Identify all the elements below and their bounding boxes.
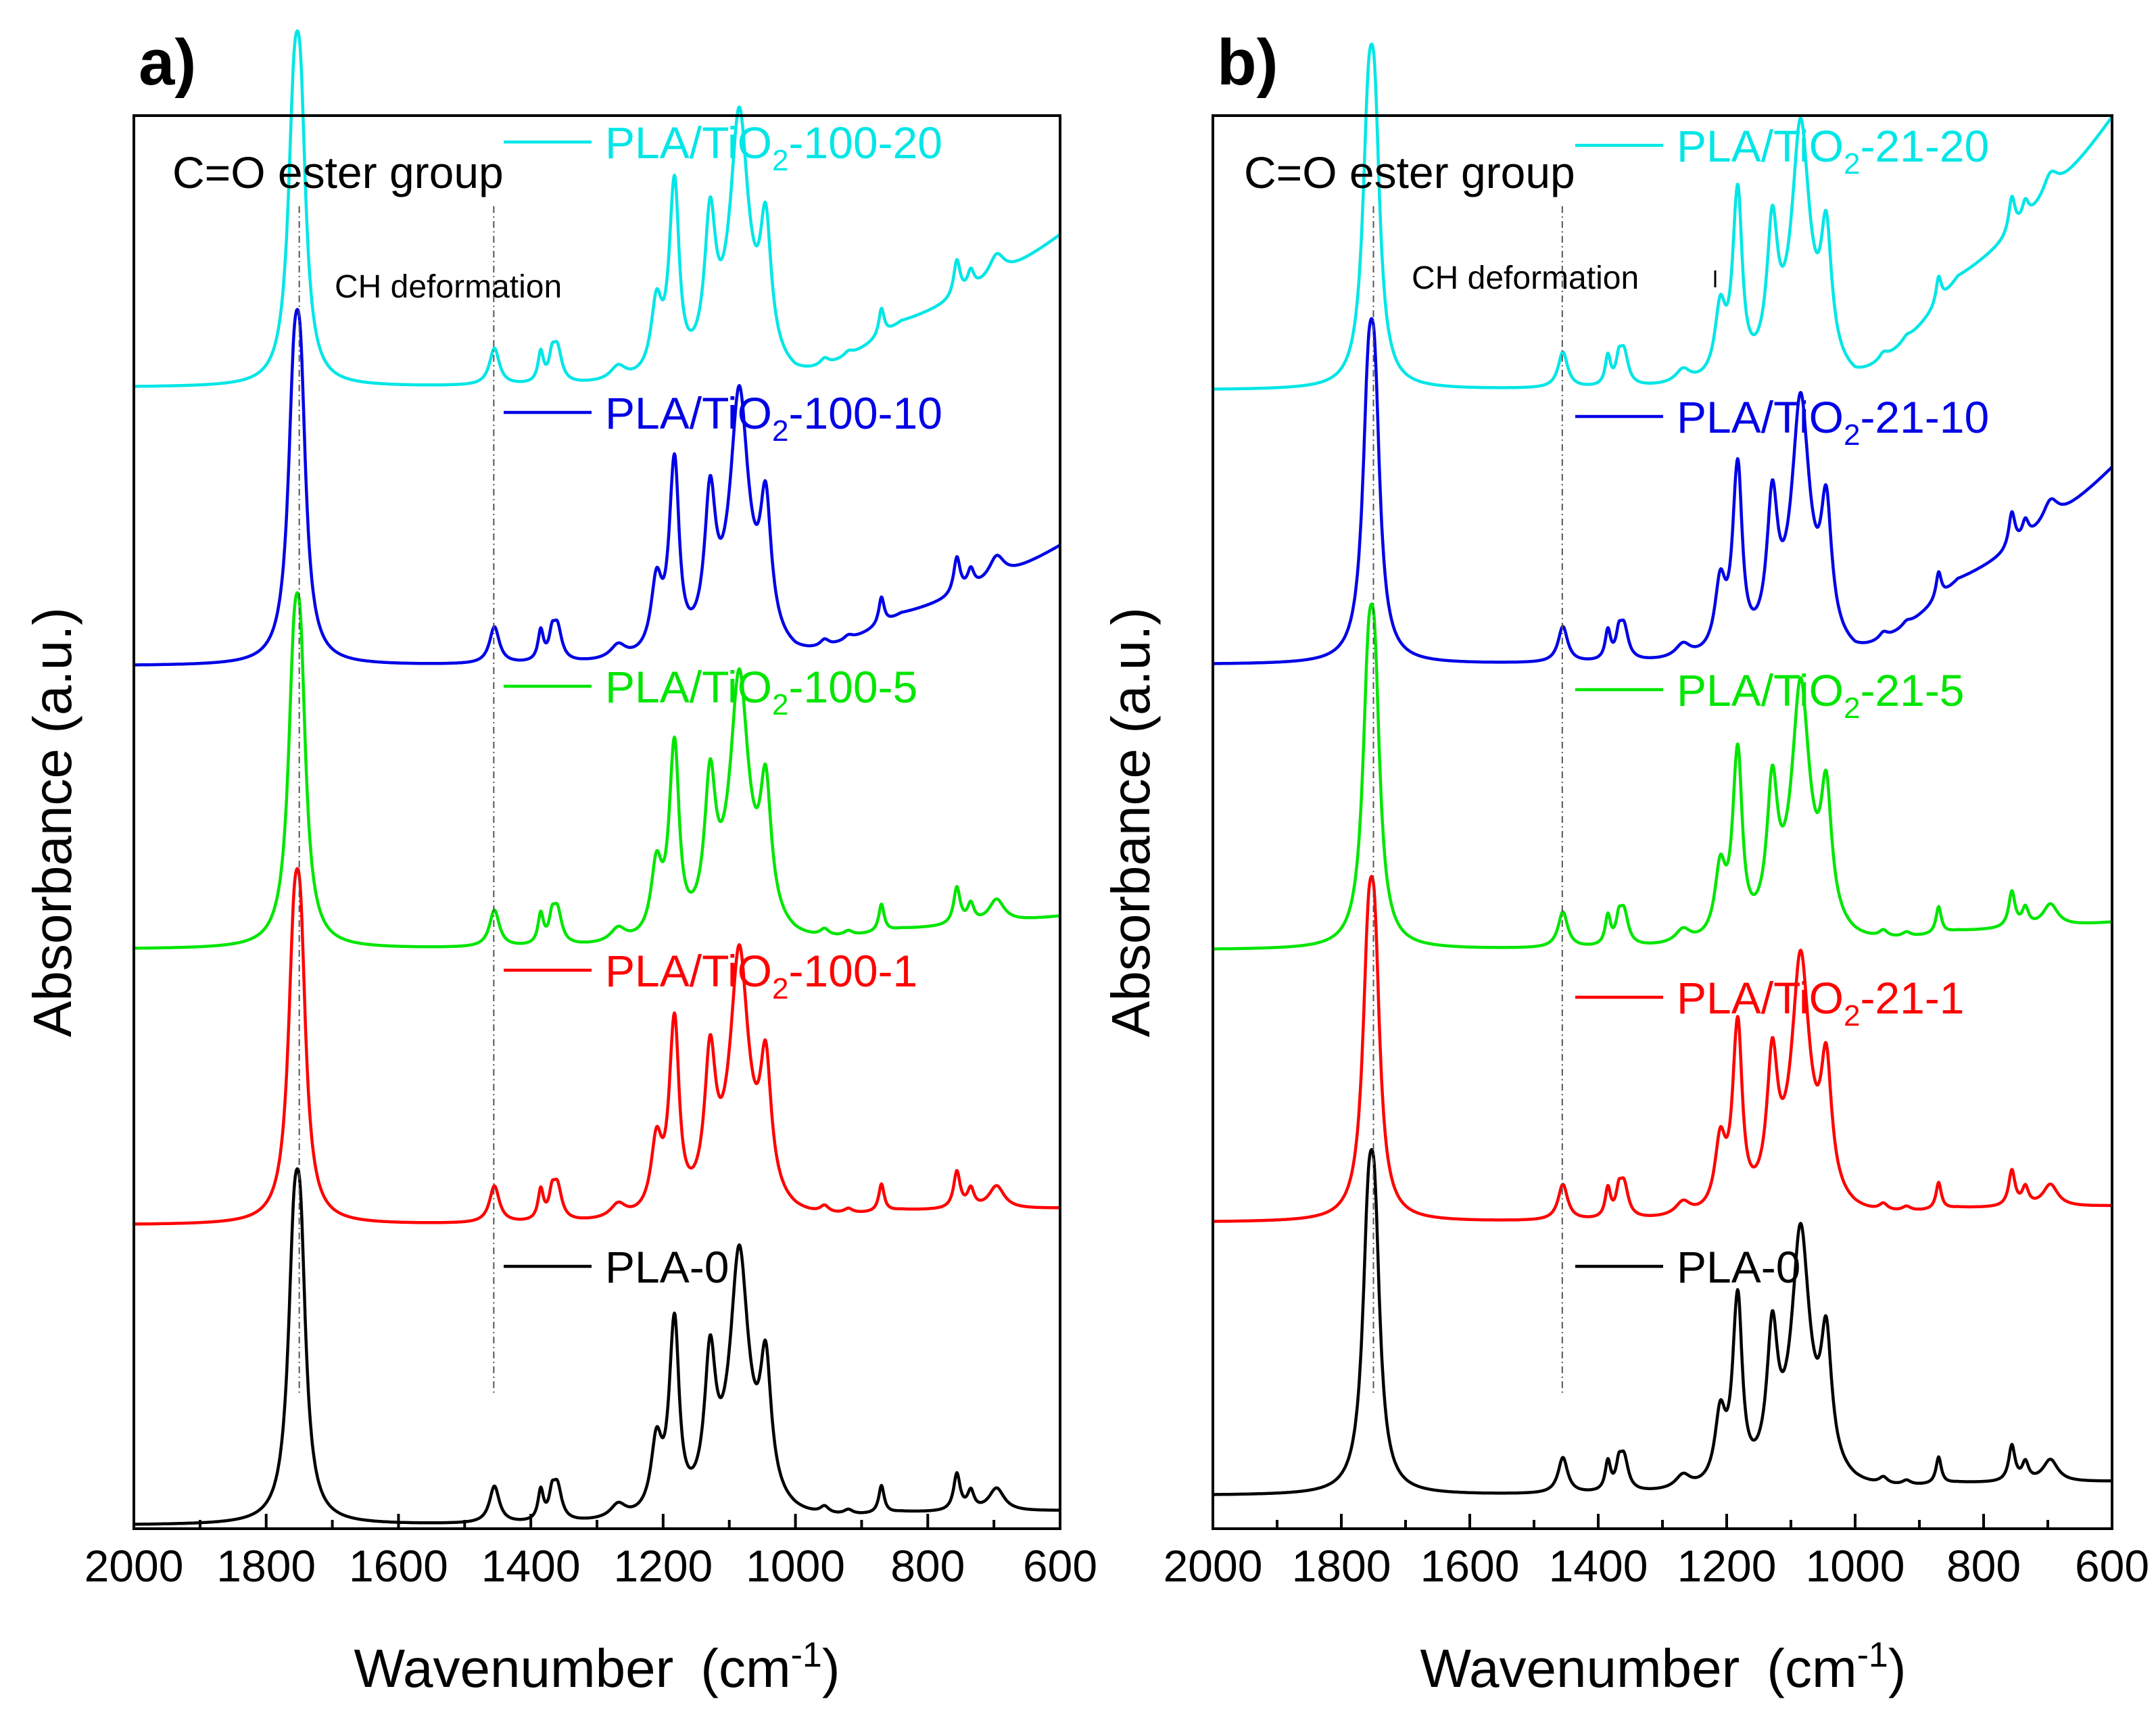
x-tick-label: 1200 [613,1541,713,1591]
x-tick-label: 600 [1023,1541,1097,1591]
x-tick-label: 1400 [1549,1541,1648,1591]
legend-label: PLA/TiO2-21-5 [1677,665,1965,725]
ch-deformation-annotation: CH deformation [1412,260,1639,296]
x-axis-unit: (cm [700,1638,790,1698]
ch-deformation-annotation: CH deformation [335,269,562,305]
series-line [133,308,1061,667]
x-axis-unit-sup: -1 [1857,1636,1888,1675]
x-tick-label: 800 [890,1541,965,1591]
series-line [1212,602,2113,951]
x-axis-title: Wavenumber (cm-1) [1420,1636,1907,1698]
marker-layer [1372,206,1563,1393]
legend-label: PLA/TiO2-100-20 [605,118,942,177]
x-tick-label: 1800 [1292,1541,1391,1591]
panel-a: a) 2000 1800 1600 1400 1200 1000 800 600 PLA-0P… [22,26,1097,1698]
x-axis-unit: (cm [1767,1638,1856,1698]
x-axis-title: Wavenumber (cm-1) [354,1636,840,1698]
x-axis-unit-sup: -1 [791,1636,822,1675]
x-tick-label: 1400 [481,1541,581,1591]
legend: PLA-0 PLA/TiO2-21-1 PLA/TiO2-21-5 PLA/TiO2-… [1575,121,1989,1292]
legend-label: PLA/TiO2-21-20 [1677,121,1989,181]
series-line [1212,874,2113,1223]
panel-b: b) 2000 1800 1600 1400 1200 1000 800 600 PLA-0P… [1101,26,2149,1698]
x-axis-label: Wavenumber [1420,1638,1740,1698]
x-tick-label: 2000 [1164,1541,1263,1591]
series-line [133,591,1061,950]
marker-layer [298,206,495,1393]
x-tick-label: 1000 [746,1541,845,1591]
x-tick-label: 800 [1946,1541,2021,1591]
y-axis-title: Absorbance (a.u.) [22,607,82,1037]
x-tick-label: 600 [2075,1541,2149,1591]
x-tick-label: 1600 [1420,1541,1520,1591]
plot-frame [133,114,1061,1530]
series-line [133,867,1061,1226]
x-tick-label: 2000 [85,1541,184,1591]
plot-frame [1212,114,2113,1530]
panel-label: b) [1217,26,1278,99]
x-axis-unit-close: ) [822,1638,840,1698]
x-tick-label: 1600 [349,1541,448,1591]
series-layer [1212,42,2113,1496]
y-axis-title: Absorbance (a.u.) [1101,607,1161,1037]
x-axis-ticks: 2000 1800 1600 1400 1200 1000 800 600 [85,1514,1097,1591]
ester-annotation: C=O ester group [172,147,504,197]
x-tick-label: 1000 [1806,1541,1905,1591]
legend: PLA-0 PLA/TiO2-100-1 PLA/TiO2-100-5 PLA/TiO… [504,118,942,1292]
legend-label: PLA/TiO2-100-1 [605,946,917,1005]
x-tick-label: 1800 [216,1541,316,1591]
legend-label: PLA/TiO2-100-10 [605,388,942,448]
legend-label: PLA-0 [1677,1242,1800,1292]
series-line [133,29,1061,388]
x-axis-unit-close: ) [1888,1638,1907,1698]
legend-label: PLA/TiO2-100-5 [605,662,917,721]
series-layer [133,29,1061,1526]
x-axis-label: Wavenumber [354,1638,674,1698]
x-tick-label: 1200 [1677,1541,1777,1591]
series-line [1212,42,2113,391]
ester-annotation: C=O ester group [1244,147,1575,197]
series-line [133,1167,1061,1526]
x-axis-ticks: 2000 1800 1600 1400 1200 1000 800 600 [1164,1514,2149,1591]
legend-label: PLA/TiO2-21-10 [1677,392,1989,452]
legend-label: PLA-0 [605,1242,729,1292]
legend-label: PLA/TiO2-21-1 [1677,973,1965,1032]
series-line [1212,1147,2113,1496]
panel-label: a) [139,26,196,99]
series-line [1212,316,2113,665]
